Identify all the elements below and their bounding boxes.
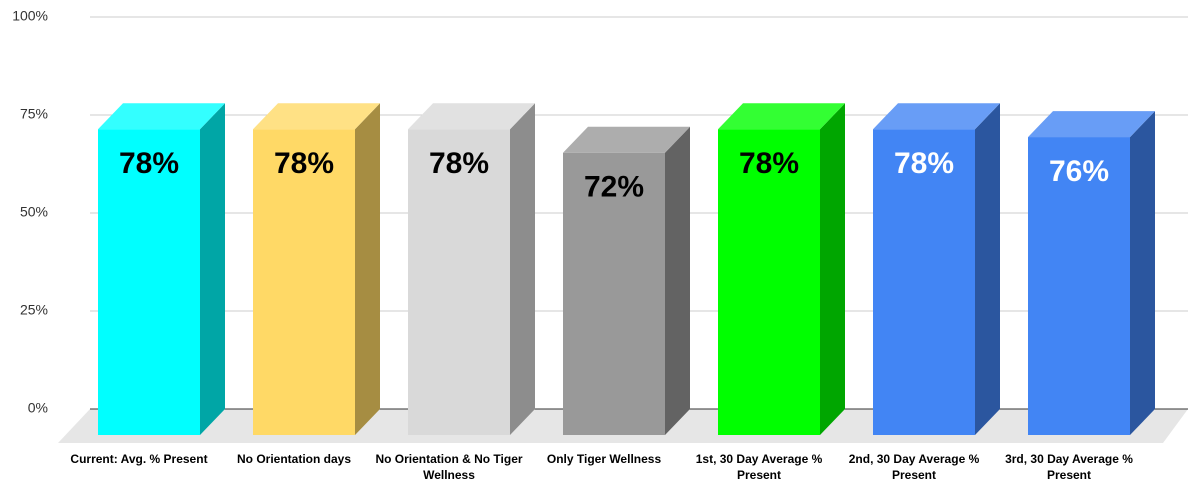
x-tick-label: 1st, 30 Day Average % Present [695,452,823,482]
bar-top [408,103,535,130]
value-label: 78% [429,147,489,180]
y-tick-label: 50% [20,204,48,220]
bar [98,103,225,436]
bar-side [510,103,535,436]
bar-side [820,103,845,436]
bar-side [665,126,690,435]
bar [873,103,1000,436]
x-tick-label: 3rd, 30 Day Average % Present [1005,452,1133,482]
bar-top [1028,111,1155,138]
bar-front [408,129,510,436]
bar [408,103,535,436]
bar-side [1130,111,1155,435]
value-label: 78% [119,147,179,180]
value-label: 78% [739,147,799,180]
bar-top [563,126,690,153]
bar-front [563,152,665,435]
bar-top [253,103,380,130]
bar [1028,111,1155,435]
bar-top [718,103,845,130]
bar-front [253,129,355,436]
y-tick-label: 25% [20,302,48,318]
bar-side [975,103,1000,436]
x-tick-label: 2nd, 30 Day Average % Present [848,452,980,482]
y-tick-label: 100% [12,8,48,24]
value-label: 76% [1049,155,1109,188]
x-tick-label: No Orientation & No Tiger Wellness [375,452,523,482]
bar-front [1028,137,1130,435]
y-tick-label: 0% [28,400,48,416]
value-label: 72% [584,171,644,204]
bar [718,103,845,436]
bar-top [98,103,225,130]
x-tick-label: Current: Avg. % Present [70,452,208,466]
x-tick-label: No Orientation days [236,452,352,466]
bar-side [200,103,225,436]
x-tick-label: Only Tiger Wellness [546,452,662,466]
value-label: 78% [274,147,334,180]
bar-top [873,103,1000,130]
bar-front [98,129,200,436]
bar [563,126,690,435]
bar-front [873,129,975,436]
bar [253,103,380,436]
bar-side [355,103,380,436]
bar-front [718,129,820,436]
y-tick-label: 75% [20,106,48,122]
value-label: 78% [894,147,954,180]
